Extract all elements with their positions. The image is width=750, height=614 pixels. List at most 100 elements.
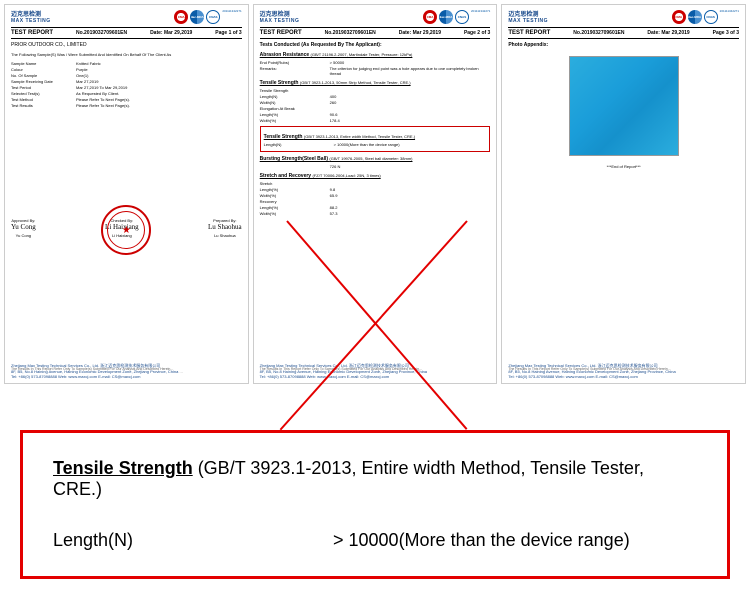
test-section: Bursting Strength(Steel Ball) (GB/T 1997… <box>260 156 491 169</box>
report-title: TEST REPORT <box>11 30 53 36</box>
official-seal: ★ <box>101 205 151 255</box>
field-label: Sample Name <box>11 61 76 66</box>
company: PRIOR OUTDOOR CO., LIMITED <box>11 42 242 48</box>
field-label: Colour <box>11 67 76 72</box>
section-title: Tensile Strength (GB/T 3923.1-2013, 50mm… <box>260 80 491 86</box>
callout-data-row: Length(N) > 10000(More than the device r… <box>53 530 697 551</box>
section-title: Stretch and Recovery (FZ/T 70006-2004,Lo… <box>260 173 491 179</box>
field-row: Sample NameKnitted Fabric <box>11 61 242 66</box>
data-row: Remarks:The criterion for judging end po… <box>260 66 491 76</box>
field-row: Test MethodPlease Refer To Next Page(s). <box>11 97 242 102</box>
page-indicator: Page 1 of 3 <box>215 30 241 36</box>
test-section: Stretch and Recovery (FZ/T 70006-2004,Lo… <box>260 173 491 216</box>
page-indicator: Page 2 of 3 <box>464 30 490 36</box>
data-row: Length(N)400 <box>260 94 491 99</box>
field-value: Purple <box>76 67 242 72</box>
field-label: Test Method <box>11 97 76 102</box>
cma-icon: CMA <box>672 10 686 24</box>
divider <box>11 27 242 28</box>
pages-container: 迈克思检测 MAX TESTING CMA ilac-MRA CNAS 2011… <box>0 0 750 388</box>
signature-name: Lu Shaohua <box>208 233 242 238</box>
report-header: TEST REPORT No.2019032709601EN Date: Mar… <box>508 30 739 36</box>
divider <box>11 38 242 39</box>
field-label: Selected Test(s) <box>11 91 76 96</box>
cert-logos: CMA ilac-MRA CNAS 201111342271 <box>423 10 490 24</box>
iac-icon: ilac-MRA <box>190 10 204 24</box>
data-row: Width(%)178.4 <box>260 118 491 123</box>
page-header: 迈克思检测 MAX TESTING CMA ilac-MRA CNAS 2011… <box>508 9 739 24</box>
page-header: 迈克思检测 MAX TESTING CMA ilac-MRA CNAS 2011… <box>260 9 491 24</box>
data-row: Length(%)90.6 <box>260 112 491 117</box>
data-row: Stretch <box>260 181 491 186</box>
cert-logos: CMA ilac-MRA CNAS 201111342271 <box>174 10 241 24</box>
page-3: 迈克思检测 MAX TESTING CMA ilac-MRA CNAS 2011… <box>501 4 746 384</box>
field-value: Mar 27,2019 To Mar 29,2019 <box>76 85 242 90</box>
field-row: Selected Test(s)As Requested By Client. <box>11 91 242 96</box>
brand-logo: 迈克思检测 MAX TESTING <box>11 9 51 24</box>
iac-icon: ilac-MRA <box>439 10 453 24</box>
field-label: No. Of Sample <box>11 73 76 78</box>
cert-reg: 201111342271 <box>222 10 241 24</box>
footer-company: Zhejiang Max Testing Technical Services … <box>260 363 491 379</box>
footer-company: Zhejiang Max Testing Technical Services … <box>508 363 739 379</box>
cnas-icon: CNAS <box>455 10 469 24</box>
callout-box: Tensile Strength (GB/T 3923.1-2013, Enti… <box>20 430 730 579</box>
data-row: Length(N)> 10000(More than the device ra… <box>264 142 487 147</box>
sample-photo <box>569 56 679 156</box>
field-row: No. Of SampleOne(1) <box>11 73 242 78</box>
signature-name: Yu Cong <box>11 233 36 238</box>
section-title: Abrasion Resistance (GB/T 21196.2-2007, … <box>260 52 491 58</box>
field-value: Mar 27,2019 <box>76 79 242 84</box>
data-row: Width(N)260 <box>260 100 491 105</box>
data-row: Width(%)65.9 <box>260 193 491 198</box>
signature-script: Lu Shaohua <box>208 223 242 231</box>
highlighted-section: Tensile Strength (GB/T 3923.1-2013, Enti… <box>260 126 491 152</box>
report-header: TEST REPORT No.2019032709601EN Date: Mar… <box>260 30 491 36</box>
section-title: Bursting Strength(Steel Ball) (GB/T 1997… <box>260 156 491 162</box>
signature-col: Approved By:Yu CongYu Cong <box>11 218 36 238</box>
field-row: Sample Receiving DateMar 27,2019 <box>11 79 242 84</box>
test-section: Tensile Strength (GB/T 3923.1-2013, 50mm… <box>260 80 491 123</box>
data-row: 726 N <box>260 164 491 169</box>
cnas-icon: CNAS <box>704 10 718 24</box>
field-row: Test PeriodMar 27,2019 To Mar 29,2019 <box>11 85 242 90</box>
section-title: Tensile Strength (GB/T 3923.1-2013, Enti… <box>264 134 487 140</box>
data-row: Elongation At Break <box>260 106 491 111</box>
field-value: One(1) <box>76 73 242 78</box>
field-label: Sample Receiving Date <box>11 79 76 84</box>
field-value: Knitted Fabric <box>76 61 242 66</box>
field-label: Test Results <box>11 103 76 108</box>
page-indicator: Page 3 of 3 <box>713 30 739 36</box>
intro: The Following Sample(S) Was / Were Submi… <box>11 52 242 57</box>
photo-title: Photo Appendix: <box>508 42 739 48</box>
report-header: TEST REPORT No.2019032709601EN Date: Mar… <box>11 30 242 36</box>
data-row: Recovery <box>260 199 491 204</box>
callout-value: > 10000(More than the device range) <box>333 530 697 551</box>
tests-title: Tests Conducted (As Requested By The App… <box>260 42 491 48</box>
brand-logo: 迈克思检测 MAX TESTING <box>260 9 300 24</box>
field-row: ColourPurple <box>11 67 242 72</box>
data-row: Length(%)9.8 <box>260 187 491 192</box>
signature-col: Prepared By:Lu ShaohuaLu Shaohua <box>208 218 242 238</box>
cma-icon: CMA <box>423 10 437 24</box>
brand-english: MAX TESTING <box>11 18 51 24</box>
end-report: ***End of Report*** <box>508 164 739 169</box>
field-value: As Requested By Client. <box>76 91 242 96</box>
callout-label: Length(N) <box>53 530 333 551</box>
callout-title: Tensile Strength <box>53 458 193 478</box>
brand-logo: 迈克思检测 MAX TESTING <box>508 9 548 24</box>
cert-logos: CMA ilac-MRA CNAS 201111342271 <box>672 10 739 24</box>
iac-icon: ilac-MRA <box>688 10 702 24</box>
page-header: 迈克思检测 MAX TESTING CMA ilac-MRA CNAS 2011… <box>11 9 242 24</box>
data-row: Length(%)88.2 <box>260 205 491 210</box>
callout-heading: Tensile Strength (GB/T 3923.1-2013, Enti… <box>53 458 697 500</box>
footer-company: Zhejiang Max Testing Technical Services … <box>11 363 242 379</box>
cnas-icon: CNAS <box>206 10 220 24</box>
field-row: Test ResultsPlease Refer To Next Page(s)… <box>11 103 242 108</box>
signature-script: Yu Cong <box>11 223 36 231</box>
field-value: Please Refer To Next Page(s). <box>76 103 242 108</box>
page-1: 迈克思检测 MAX TESTING CMA ilac-MRA CNAS 2011… <box>4 4 249 384</box>
data-row: Width(%)57.3 <box>260 211 491 216</box>
sample-fields: Sample NameKnitted FabricColourPurpleNo.… <box>11 61 242 108</box>
field-label: Test Period <box>11 85 76 90</box>
